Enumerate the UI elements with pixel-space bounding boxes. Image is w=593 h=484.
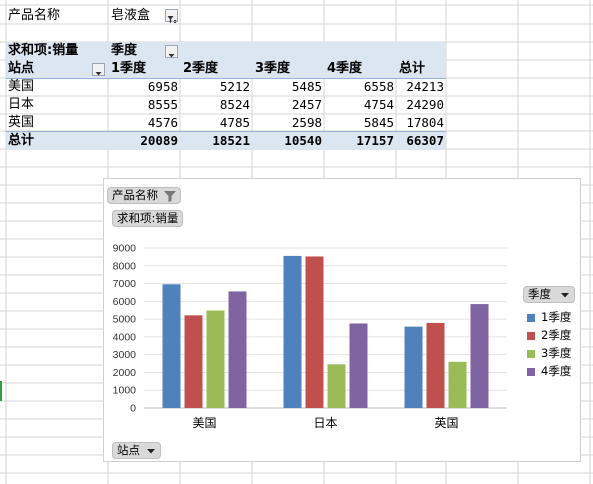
bar-3-1 <box>349 323 368 408</box>
bar-3-2 <box>470 304 489 408</box>
row-label: 美国 <box>8 79 35 94</box>
value-cell: 5485 <box>291 79 322 94</box>
value-cell: 4754 <box>363 97 394 112</box>
value-cell: 6558 <box>363 79 394 94</box>
value-field-label: 求和项:销量 <box>8 43 79 58</box>
page-filter-label: 产品名称 <box>8 8 61 23</box>
pivot-column-header-band <box>6 60 446 79</box>
value-cell: 17804 <box>406 115 444 130</box>
chart-filter-label: 产品名称 <box>112 188 158 202</box>
y-tick-label: 5000 <box>113 314 137 326</box>
bar-2-0 <box>206 310 225 408</box>
axis-field-button[interactable]: 站点 <box>112 442 161 459</box>
bar-1-1 <box>305 256 324 408</box>
bar-1-2 <box>426 322 445 408</box>
bar-0-2 <box>404 326 423 408</box>
row-label: 日本 <box>8 97 35 112</box>
y-tick-label: 9000 <box>113 243 137 255</box>
x-category-label: 美国 <box>192 416 216 430</box>
legend-swatch <box>527 349 535 358</box>
grand-total-cell: 66307 <box>406 133 444 148</box>
legend-field-label: 季度 <box>528 287 551 301</box>
column-field-dropdown[interactable] <box>165 45 178 58</box>
value-cell: 6958 <box>147 79 178 94</box>
row-field-dropdown[interactable] <box>92 63 105 76</box>
axis-field-label: 站点 <box>117 443 140 457</box>
page-filter-value: 皂液盒 <box>111 8 151 23</box>
grand-total-label: 总计 <box>8 133 35 148</box>
x-category-label: 日本 <box>313 416 337 430</box>
bar-3-0 <box>228 291 247 408</box>
value-cell: 8524 <box>219 97 250 112</box>
y-tick-label: 4000 <box>113 331 137 343</box>
legend-label: 1季度 <box>541 310 572 324</box>
column-header: 4季度 <box>327 61 363 76</box>
legend-item: 3季度 <box>527 346 571 360</box>
grand-total-cell: 18521 <box>212 133 250 148</box>
column-header: 总计 <box>399 61 426 76</box>
y-tick-label: 0 <box>130 403 136 415</box>
bar-1-0 <box>184 315 203 408</box>
bar-2-2 <box>448 361 467 408</box>
grand-total-cell: 10540 <box>284 133 322 148</box>
pivot-header-band <box>6 42 446 60</box>
column-field-label: 季度 <box>111 43 138 58</box>
legend-swatch <box>527 331 535 340</box>
y-tick-label: 6000 <box>113 296 137 308</box>
grand-total-cell: 17157 <box>356 133 394 148</box>
funnel-icon <box>164 191 176 202</box>
filter-icon <box>167 16 177 23</box>
value-cell: 24213 <box>406 79 444 94</box>
value-cell: 8555 <box>147 97 178 112</box>
legend-label: 2季度 <box>541 328 572 342</box>
legend-item: 4季度 <box>527 364 571 378</box>
pivot-total-band <box>6 131 446 150</box>
chevron-down-icon <box>147 449 155 454</box>
value-cell: 5212 <box>219 79 250 94</box>
y-tick-label: 1000 <box>113 385 137 397</box>
legend-swatch <box>527 367 535 376</box>
bar-2-1 <box>327 364 346 408</box>
bar-0-1 <box>283 255 302 408</box>
value-cell: 5845 <box>363 115 394 130</box>
column-header: 1季度 <box>111 61 147 76</box>
legend-swatch <box>527 313 535 322</box>
legend-field-button[interactable]: 季度 <box>523 286 575 303</box>
y-tick-label: 8000 <box>113 260 137 272</box>
value-cell: 2598 <box>291 115 322 130</box>
legend-item: 2季度 <box>527 328 571 342</box>
chevron-down-icon <box>95 72 102 76</box>
legend-label: 3季度 <box>541 346 572 360</box>
row-label: 英国 <box>8 115 35 130</box>
chevron-down-icon <box>168 54 175 58</box>
column-header: 2季度 <box>183 61 219 76</box>
grand-total-cell: 20089 <box>140 133 178 148</box>
row-selection-marker <box>0 381 2 401</box>
chart-filter-button[interactable]: 产品名称 <box>107 187 181 204</box>
y-tick-label: 7000 <box>113 278 137 290</box>
x-category-label: 英国 <box>434 416 458 430</box>
column-header: 3季度 <box>255 61 291 76</box>
y-tick-label: 3000 <box>113 349 137 361</box>
y-tick-label: 2000 <box>113 367 137 379</box>
value-cell: 4785 <box>219 115 250 130</box>
legend-label: 4季度 <box>541 364 572 378</box>
bar-0-0 <box>162 284 181 408</box>
pivot-chart[interactable]: 产品名称 求和项:销量 0 1000 2000 3000 4000 5000 6000 700… <box>103 178 581 462</box>
row-field-label: 站点 <box>8 61 35 76</box>
value-cell: 2457 <box>291 97 322 112</box>
value-cell: 24290 <box>406 97 444 112</box>
chevron-down-icon <box>561 293 569 298</box>
chart-value-field-button[interactable]: 求和项:销量 <box>112 210 184 227</box>
legend-item: 1季度 <box>527 310 571 324</box>
value-cell: 4576 <box>147 115 178 130</box>
chart-plot-area: 0 1000 2000 3000 4000 5000 6000 7000 8000 9000 美国 日… <box>113 243 507 430</box>
page-filter-button[interactable] <box>165 9 178 23</box>
